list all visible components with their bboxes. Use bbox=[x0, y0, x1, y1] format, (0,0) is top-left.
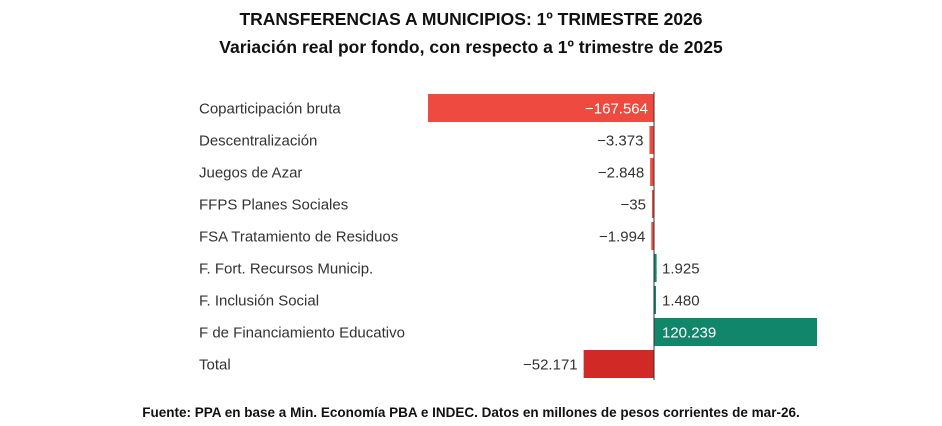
value-label-f-de-financiamiento-educativo: 120.239 bbox=[662, 325, 716, 342]
bar-f-inclusion-social bbox=[654, 286, 657, 314]
category-label-juegos-de-azar: Juegos de Azar bbox=[199, 165, 302, 182]
value-label-coparticipacion-bruta: −167.564 bbox=[585, 101, 648, 118]
category-label-ffps-planes-sociales: FFPS Planes Sociales bbox=[199, 197, 348, 214]
value-label-ffps-planes-sociales: −35 bbox=[621, 197, 646, 214]
bar-coparticipacion-bruta bbox=[428, 94, 654, 122]
value-label-f-inclusion-social: 1.480 bbox=[662, 293, 700, 310]
bar-ffps-planes-sociales bbox=[652, 190, 654, 218]
category-label-total: Total bbox=[199, 357, 231, 374]
category-label-coparticipacion-bruta: Coparticipación bruta bbox=[199, 101, 341, 118]
chart-title: TRANSFERENCIAS A MUNICIPIOS: 1º TRIMESTR… bbox=[239, 9, 703, 29]
bar-f-de-financiamiento-educativo bbox=[654, 318, 817, 346]
value-label-fsa-tratamiento-de-residuos: −1.994 bbox=[599, 229, 645, 246]
bar-f-fort-recursos-municip bbox=[654, 254, 657, 282]
category-label-descentralizacion: Descentralización bbox=[199, 133, 317, 150]
category-label-f-de-financiamiento-educativo: F de Financiamiento Educativo bbox=[199, 325, 405, 342]
chart-subtitle: Variación real por fondo, con respecto a… bbox=[219, 37, 723, 57]
value-label-descentralizacion: −3.373 bbox=[597, 133, 643, 150]
bar-total bbox=[583, 350, 654, 378]
value-label-total: −52.171 bbox=[523, 357, 578, 374]
bar-descentralizacion bbox=[649, 126, 654, 154]
bar-juegos-de-azar bbox=[650, 158, 654, 186]
source-note: Fuente: PPA en base a Min. Economía PBA … bbox=[142, 405, 800, 420]
category-label-f-inclusion-social: F. Inclusión Social bbox=[199, 293, 319, 310]
category-label-f-fort-recursos-municip: F. Fort. Recursos Municip. bbox=[199, 261, 373, 278]
value-label-juegos-de-azar: −2.848 bbox=[598, 165, 644, 182]
value-label-f-fort-recursos-municip: 1.925 bbox=[662, 261, 700, 278]
category-label-fsa-tratamiento-de-residuos: FSA Tratamiento de Residuos bbox=[199, 229, 398, 246]
bar-fsa-tratamiento-de-residuos bbox=[651, 222, 654, 250]
